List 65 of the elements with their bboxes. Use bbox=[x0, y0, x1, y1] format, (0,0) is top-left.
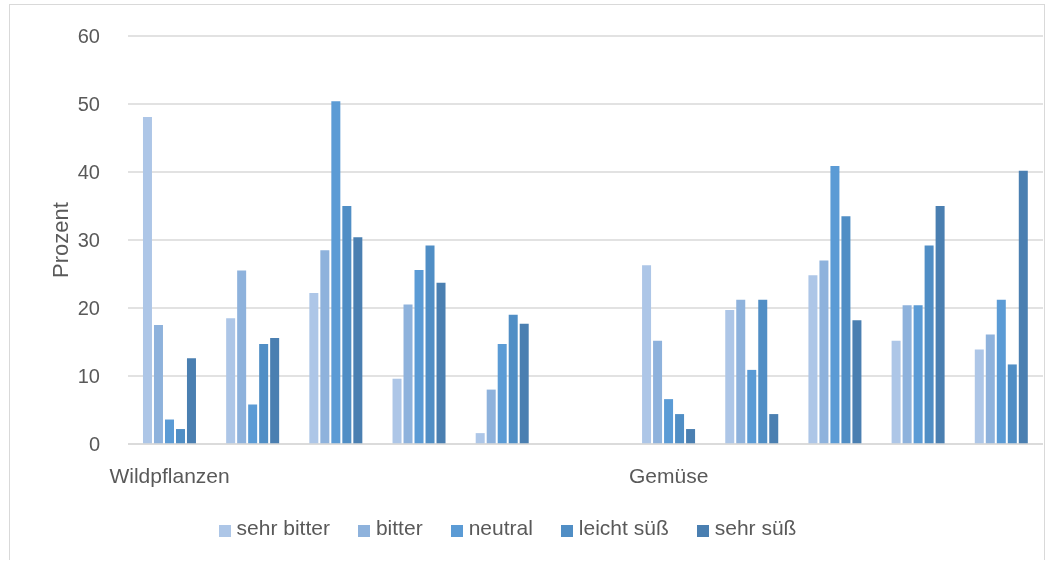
bar bbox=[142, 116, 152, 444]
bar bbox=[913, 305, 923, 444]
bar bbox=[725, 310, 735, 444]
bar bbox=[226, 318, 236, 444]
bar bbox=[248, 404, 258, 444]
y-tick-label: 40 bbox=[77, 161, 100, 184]
bar bbox=[686, 429, 696, 444]
y-axis-title: Prozent bbox=[47, 202, 73, 278]
bar bbox=[175, 429, 185, 444]
y-tick-label: 20 bbox=[77, 297, 100, 320]
bar bbox=[902, 305, 912, 444]
legend-label: leicht süß bbox=[578, 516, 669, 539]
bar bbox=[237, 270, 247, 444]
bar bbox=[270, 337, 280, 444]
bar bbox=[830, 165, 840, 444]
legend-label: neutral bbox=[468, 516, 533, 539]
bar bbox=[497, 344, 507, 444]
y-tick-label: 60 bbox=[77, 25, 100, 48]
y-tick-label: 10 bbox=[77, 365, 100, 388]
bar bbox=[819, 260, 829, 444]
bar bbox=[331, 101, 341, 444]
bar bbox=[664, 399, 674, 444]
bar bbox=[747, 369, 757, 444]
legend-label: sehr süß bbox=[714, 516, 797, 539]
bar bbox=[675, 414, 685, 444]
bar bbox=[974, 349, 984, 444]
bar bbox=[985, 334, 995, 444]
bar bbox=[392, 378, 402, 444]
bar bbox=[353, 237, 363, 444]
y-tick-label: 0 bbox=[88, 433, 100, 456]
y-tick-label: 50 bbox=[77, 93, 100, 116]
bar bbox=[736, 299, 746, 444]
bar bbox=[769, 414, 779, 444]
x-tick-label: Wildpflanzen bbox=[109, 463, 230, 487]
bar bbox=[519, 323, 529, 444]
bar bbox=[259, 344, 269, 444]
bar bbox=[320, 250, 330, 444]
legend-label: bitter bbox=[375, 516, 423, 539]
bar bbox=[186, 358, 196, 444]
bar bbox=[758, 299, 768, 444]
y-tick-label: 30 bbox=[77, 229, 100, 252]
bar bbox=[935, 206, 945, 444]
bar bbox=[486, 389, 496, 444]
legend-label: sehr bitter bbox=[236, 516, 330, 539]
bar bbox=[924, 245, 934, 444]
bar bbox=[852, 320, 862, 444]
bar bbox=[164, 419, 174, 444]
bar bbox=[1018, 170, 1028, 444]
bar bbox=[414, 269, 424, 444]
bar bbox=[653, 340, 663, 444]
bar bbox=[1007, 364, 1017, 444]
bar bbox=[642, 265, 652, 444]
x-tick-label: Gemüse bbox=[628, 463, 709, 487]
bar bbox=[153, 325, 163, 444]
bar bbox=[403, 304, 413, 444]
bar bbox=[808, 275, 818, 444]
bar bbox=[996, 299, 1006, 444]
bar bbox=[891, 340, 901, 444]
bar bbox=[508, 314, 518, 444]
bar bbox=[841, 216, 851, 444]
bar bbox=[309, 293, 319, 444]
bar bbox=[436, 282, 446, 444]
bar bbox=[475, 433, 485, 444]
bar bbox=[342, 206, 352, 444]
bar bbox=[425, 245, 435, 444]
